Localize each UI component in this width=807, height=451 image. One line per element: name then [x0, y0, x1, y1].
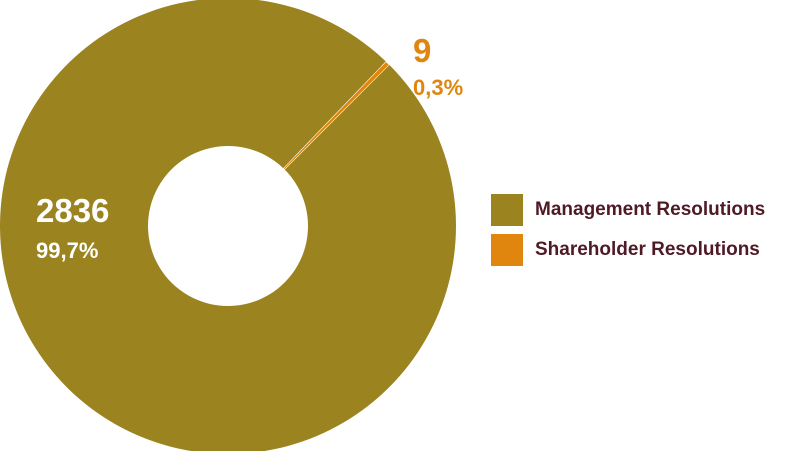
legend-swatch-management	[491, 194, 523, 226]
legend: Management Resolutions Shareholder Resol…	[491, 194, 765, 274]
slices-group	[0, 0, 456, 451]
legend-item-management: Management Resolutions	[491, 194, 765, 226]
slice-shareholder	[283, 61, 390, 170]
slice-label-percent-management: 99,7%	[36, 238, 98, 263]
slice-label-value-management: 2836	[36, 192, 109, 229]
legend-label-shareholder: Shareholder Resolutions	[535, 239, 760, 260]
legend-item-shareholder: Shareholder Resolutions	[491, 234, 765, 266]
legend-swatch-shareholder	[491, 234, 523, 266]
legend-label-management: Management Resolutions	[535, 199, 766, 220]
slice-management	[0, 0, 456, 451]
slice-label-value-shareholder: 9	[413, 32, 431, 69]
slice-label-percent-shareholder: 0,3%	[413, 75, 463, 100]
donut-chart: 2836 99,7% 9 0,3%	[0, 0, 463, 451]
